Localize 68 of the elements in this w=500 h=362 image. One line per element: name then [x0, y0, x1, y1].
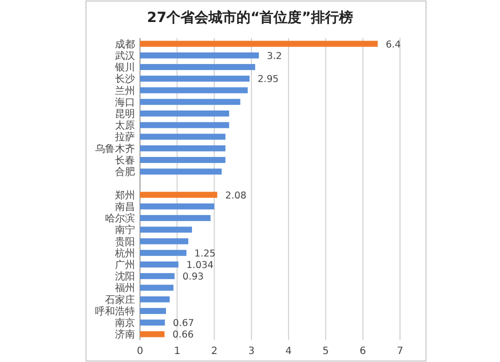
- y-tick-label: 郑州: [115, 189, 135, 202]
- bar: [140, 168, 222, 175]
- bar: [140, 215, 211, 222]
- y-tick-label: 昆明: [115, 109, 135, 120]
- y-tick-label: 银川: [114, 62, 135, 74]
- y-tick-label: 南宁: [115, 224, 135, 236]
- bar: [140, 284, 174, 291]
- y-tick-label: 济南: [115, 328, 135, 341]
- bar: [140, 192, 218, 198]
- bar: [140, 98, 240, 105]
- bar: [140, 145, 226, 152]
- bar: [140, 296, 170, 302]
- data-label: 6.4: [386, 39, 401, 50]
- bar: [140, 250, 186, 256]
- data-label: 3.2: [266, 50, 282, 62]
- y-tick-label: 南京: [115, 317, 135, 330]
- y-tick-label: 合肥: [115, 166, 135, 178]
- y-tick-label: 乌鲁木齐: [95, 142, 135, 155]
- data-label: 2.08: [225, 190, 246, 202]
- bar: [140, 273, 175, 280]
- bar: [140, 64, 256, 70]
- chart-title: 27个省会城市的“首位度”排行榜: [147, 9, 353, 26]
- data-label: 0.67: [172, 318, 194, 330]
- y-tick-label: 哈尔滨: [105, 212, 135, 225]
- x-tick-label: 6: [360, 346, 366, 357]
- bar: [140, 238, 188, 244]
- y-tick-label: 贵阳: [115, 236, 135, 248]
- x-tick-label: 5: [322, 346, 329, 357]
- data-label: 0.66: [172, 330, 194, 341]
- bar: [140, 122, 230, 128]
- y-tick-label: 南昌: [115, 200, 135, 213]
- x-tick-label: 4: [285, 346, 292, 357]
- y-tick-label: 杭州: [114, 247, 135, 260]
- data-label: 1.034: [186, 260, 214, 271]
- bar: [140, 156, 226, 163]
- x-tick-label: 0: [136, 346, 144, 357]
- bar: [140, 262, 178, 268]
- x-tick-label: 3: [248, 346, 255, 357]
- bar: [140, 331, 165, 338]
- x-tick-label: 1: [174, 346, 180, 357]
- y-tick-label: 兰州: [115, 84, 135, 97]
- data-label: 0.93: [182, 272, 204, 283]
- y-tick-label: 长春: [115, 154, 135, 166]
- bar: [140, 52, 259, 58]
- y-tick-label: 海口: [115, 96, 135, 108]
- bar: [140, 320, 165, 326]
- y-tick-label: 沈阳: [115, 270, 135, 283]
- y-tick-label: 呼和浩特: [95, 305, 135, 318]
- y-tick-label: 福州: [115, 282, 135, 294]
- bar: [140, 308, 166, 314]
- bar: [140, 134, 226, 140]
- y-tick-label: 拉萨: [115, 131, 135, 144]
- bar: [140, 87, 248, 94]
- bar: [140, 40, 378, 47]
- bar: [140, 226, 192, 233]
- data-label: 1.25: [194, 248, 216, 260]
- y-tick-label: 石家庄: [105, 294, 135, 306]
- x-tick-label: 7: [396, 346, 404, 357]
- y-tick-label: 太原: [115, 120, 135, 132]
- y-tick-label: 成都: [115, 38, 135, 50]
- y-tick-label: 广州: [115, 259, 135, 271]
- bar: [140, 76, 250, 82]
- y-tick-label: 武汉: [115, 50, 135, 62]
- y-tick-label: 长沙: [115, 73, 135, 86]
- bar: [140, 203, 214, 210]
- bar: [140, 110, 230, 116]
- data-label: 2.95: [258, 74, 279, 86]
- x-tick-label: 2: [211, 346, 218, 357]
